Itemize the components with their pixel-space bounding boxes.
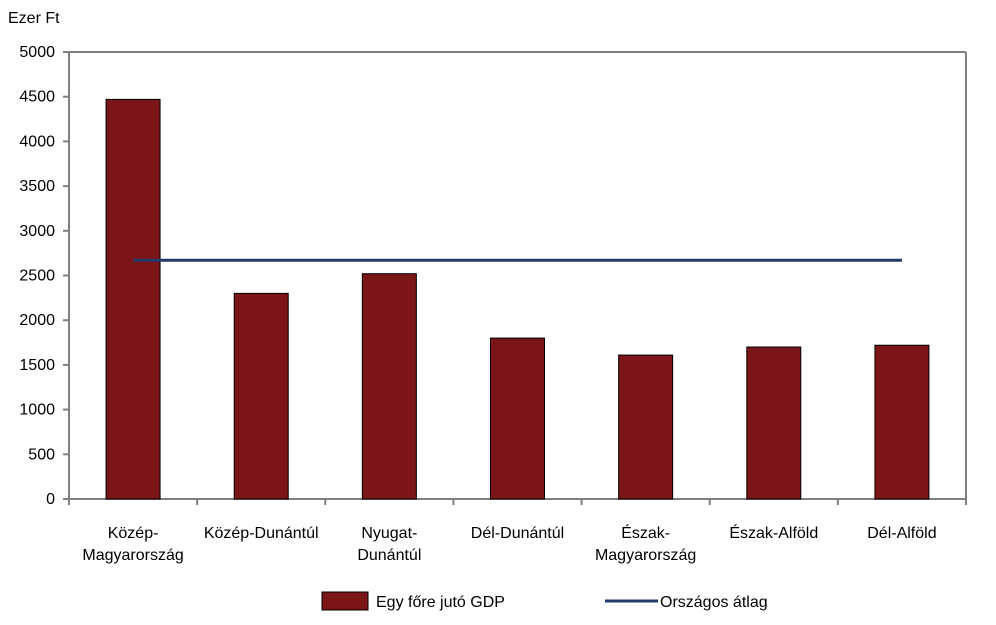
- bar: [618, 354, 674, 500]
- x-category-label: Észak- Magyarország: [595, 523, 696, 564]
- labels: 0 500 1000 1500 2000 2500 3000 3500 4000 4500 5000…: [8, 10, 937, 564]
- x-category-label-line: Észak-Alföld: [729, 523, 818, 542]
- bar: [105, 98, 161, 500]
- x-category-label: Közép- Magyarország: [82, 525, 183, 564]
- legend-label-gdp: Egy főre jutó GDP: [376, 594, 505, 611]
- bar: [490, 337, 545, 500]
- bars: [105, 98, 930, 500]
- y-tick-label: 4000: [19, 133, 55, 150]
- x-category-label-line: Dél-Alföld: [867, 525, 936, 542]
- x-category-label-line: Dunántúl: [357, 547, 421, 564]
- x-category-label: Közép-Dunántúl: [204, 525, 319, 542]
- x-category-label-line: Észak-: [621, 523, 670, 542]
- x-category-label-line: Dél-Dunántúl: [471, 525, 564, 542]
- y-tick-label: 3500: [19, 178, 55, 195]
- y-tick-label: 2500: [19, 268, 55, 285]
- axes: [63, 51, 967, 505]
- bar: [874, 344, 930, 500]
- legend-label-average: Országos átlag: [660, 594, 768, 611]
- x-category-label-line: Közép-Dunántúl: [204, 525, 319, 542]
- bar: [746, 346, 802, 500]
- x-category-label-line: Magyarország: [82, 547, 183, 564]
- y-tick-label: 1500: [19, 357, 55, 374]
- x-category-label-line: Nyugat-: [361, 525, 417, 542]
- x-category-label: Nyugat- Dunántúl: [357, 525, 421, 564]
- legend-bar-swatch: [321, 591, 369, 611]
- y-tick-label: 3000: [19, 223, 55, 240]
- x-category-label-line: Közép-: [108, 525, 159, 542]
- y-tick-label: 500: [28, 446, 55, 463]
- y-tick-label: 0: [46, 491, 55, 508]
- y-axis-unit-label: Ezer Ft: [8, 10, 60, 27]
- y-tick-label: 1000: [19, 402, 55, 419]
- x-category-label-line: Magyarország: [595, 547, 696, 564]
- bar: [361, 273, 417, 500]
- y-tick-label: 4500: [19, 89, 55, 106]
- x-category-label: Dél-Alföld: [867, 525, 936, 542]
- legend: Egy főre jutó GDP Országos átlag: [321, 591, 768, 611]
- x-category-label: Észak-Alföld: [729, 523, 818, 542]
- y-tick-label: 2000: [19, 312, 55, 329]
- y-tick-label: 5000: [19, 44, 55, 61]
- x-category-label: Dél-Dunántúl: [471, 525, 564, 542]
- bar: [233, 292, 289, 500]
